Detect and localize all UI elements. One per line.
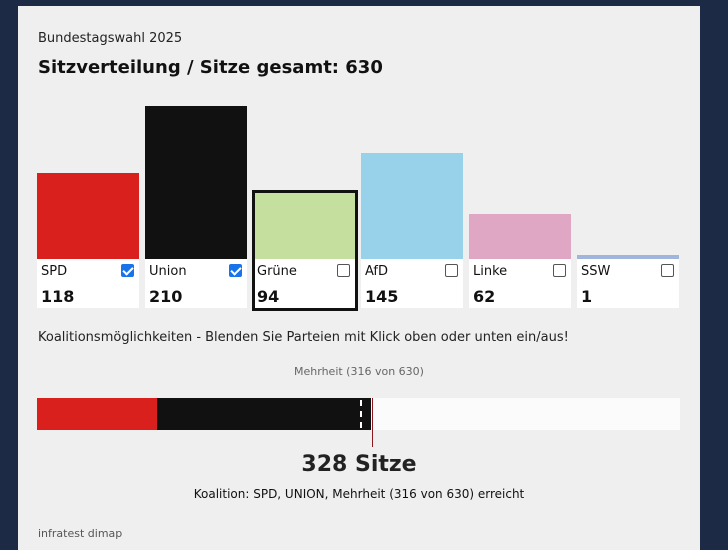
party-seats: 94 bbox=[257, 287, 280, 306]
party-name: AfD bbox=[365, 264, 389, 279]
party-name: SPD bbox=[41, 264, 68, 279]
party-tile-ssw[interactable]: SSW 1 bbox=[577, 259, 679, 308]
party-tile-spd[interactable]: SPD 118 bbox=[37, 259, 139, 308]
party-seats: 210 bbox=[149, 287, 183, 306]
party-name: Union bbox=[149, 264, 187, 279]
majority-marker bbox=[360, 400, 362, 428]
coalition-seat-total: 328 Sitze bbox=[301, 452, 417, 477]
chart-card: Bundestagswahl 2025 Sitzverteilung / Sit… bbox=[18, 6, 700, 550]
party-name: SSW bbox=[581, 264, 611, 279]
party-seats: 145 bbox=[365, 287, 399, 306]
bar-linke[interactable] bbox=[469, 214, 571, 259]
party-name: Grüne bbox=[257, 264, 297, 279]
seat-bars: SPD 118 Union 210 Grüne 94 AfD 145 Linke 62 SSW 1 bbox=[18, 6, 700, 316]
chart-title: Sitzverteilung / Sitze gesamt: 630 bbox=[38, 57, 383, 78]
party-checkbox[interactable] bbox=[553, 264, 566, 277]
party-checkbox[interactable] bbox=[121, 264, 134, 277]
bar-spd[interactable] bbox=[37, 173, 139, 259]
party-tile-grüne[interactable]: Grüne 94 bbox=[252, 259, 358, 311]
coalition-hint: Koalitionsmöglichkeiten - Blenden Sie Pa… bbox=[38, 330, 569, 345]
party-seats: 62 bbox=[473, 287, 496, 306]
party-checkbox[interactable] bbox=[337, 264, 350, 277]
coalition-segment-spd[interactable] bbox=[37, 398, 157, 430]
party-seats: 1 bbox=[581, 287, 593, 306]
party-seats: 118 bbox=[41, 287, 75, 306]
party-checkbox[interactable] bbox=[661, 264, 674, 277]
coalition-status: Koalition: SPD, UNION, Mehrheit (316 von… bbox=[193, 487, 525, 501]
coalition-segment-union[interactable] bbox=[157, 398, 371, 430]
bar-union[interactable] bbox=[145, 106, 247, 259]
party-name: Linke bbox=[473, 264, 508, 279]
majority-label: Mehrheit (316 von 630) bbox=[294, 365, 424, 378]
party-checkbox[interactable] bbox=[229, 264, 242, 277]
party-checkbox[interactable] bbox=[445, 264, 458, 277]
party-tile-afd[interactable]: AfD 145 bbox=[361, 259, 463, 308]
party-tile-linke[interactable]: Linke 62 bbox=[469, 259, 571, 308]
bar-ssw[interactable] bbox=[577, 255, 679, 259]
coalition-bar bbox=[37, 398, 680, 430]
source-label: infratest dimap bbox=[38, 527, 123, 540]
party-tile-union[interactable]: Union 210 bbox=[145, 259, 247, 308]
chart-supertitle: Bundestagswahl 2025 bbox=[38, 31, 183, 46]
coalition-total-marker bbox=[372, 398, 373, 447]
bar-grüne[interactable] bbox=[252, 190, 358, 259]
bar-afd[interactable] bbox=[361, 153, 463, 259]
